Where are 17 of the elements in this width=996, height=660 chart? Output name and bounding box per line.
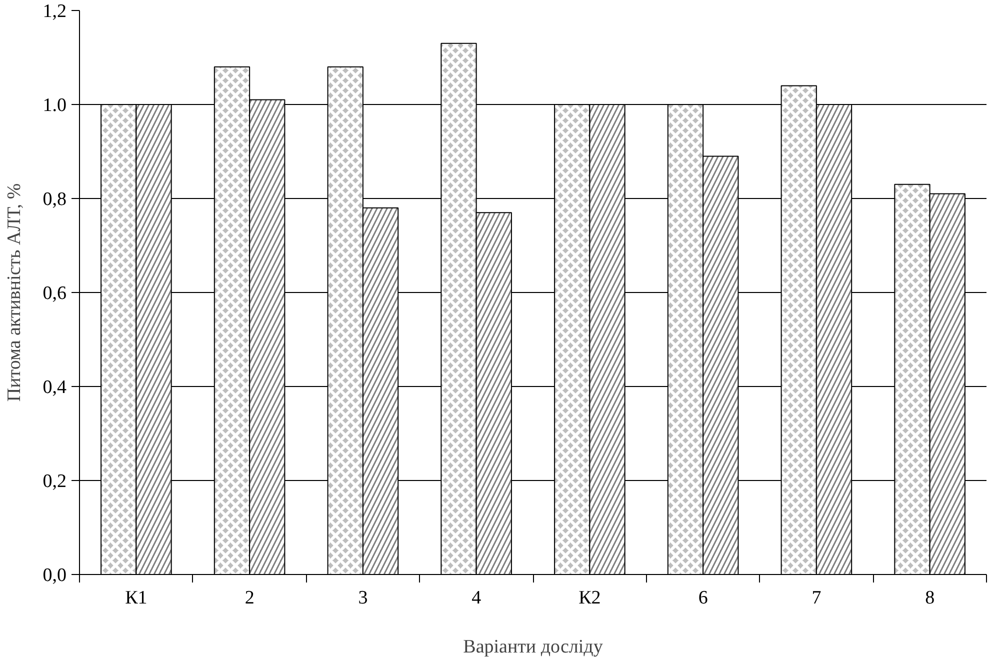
y-tick-label: 0,0 xyxy=(42,565,66,586)
y-tick-label: 0,2 xyxy=(42,471,66,492)
x-tick-label: 7 xyxy=(812,588,822,608)
x-tick-label: 6 xyxy=(698,588,708,608)
x-tick-label: К1 xyxy=(125,588,148,608)
x-tick-label: К2 xyxy=(578,588,601,608)
y-axis-title: Питома активність АЛТ, % xyxy=(4,183,25,402)
x-tick-label: 8 xyxy=(925,588,935,608)
y-tick-label: 0,8 xyxy=(42,189,66,210)
y-tick-label: 1.0 xyxy=(42,95,66,116)
y-tick-label: 1,2 xyxy=(42,1,66,22)
x-tick-label: 2 xyxy=(244,588,254,608)
x-axis-title: Варіанти досліду xyxy=(463,636,604,658)
y-tick-label: 0,6 xyxy=(42,283,66,304)
y-tick-label: 0,4 xyxy=(42,377,67,398)
x-tick-label: 3 xyxy=(358,588,368,608)
x-tick-label: 4 xyxy=(472,588,482,608)
